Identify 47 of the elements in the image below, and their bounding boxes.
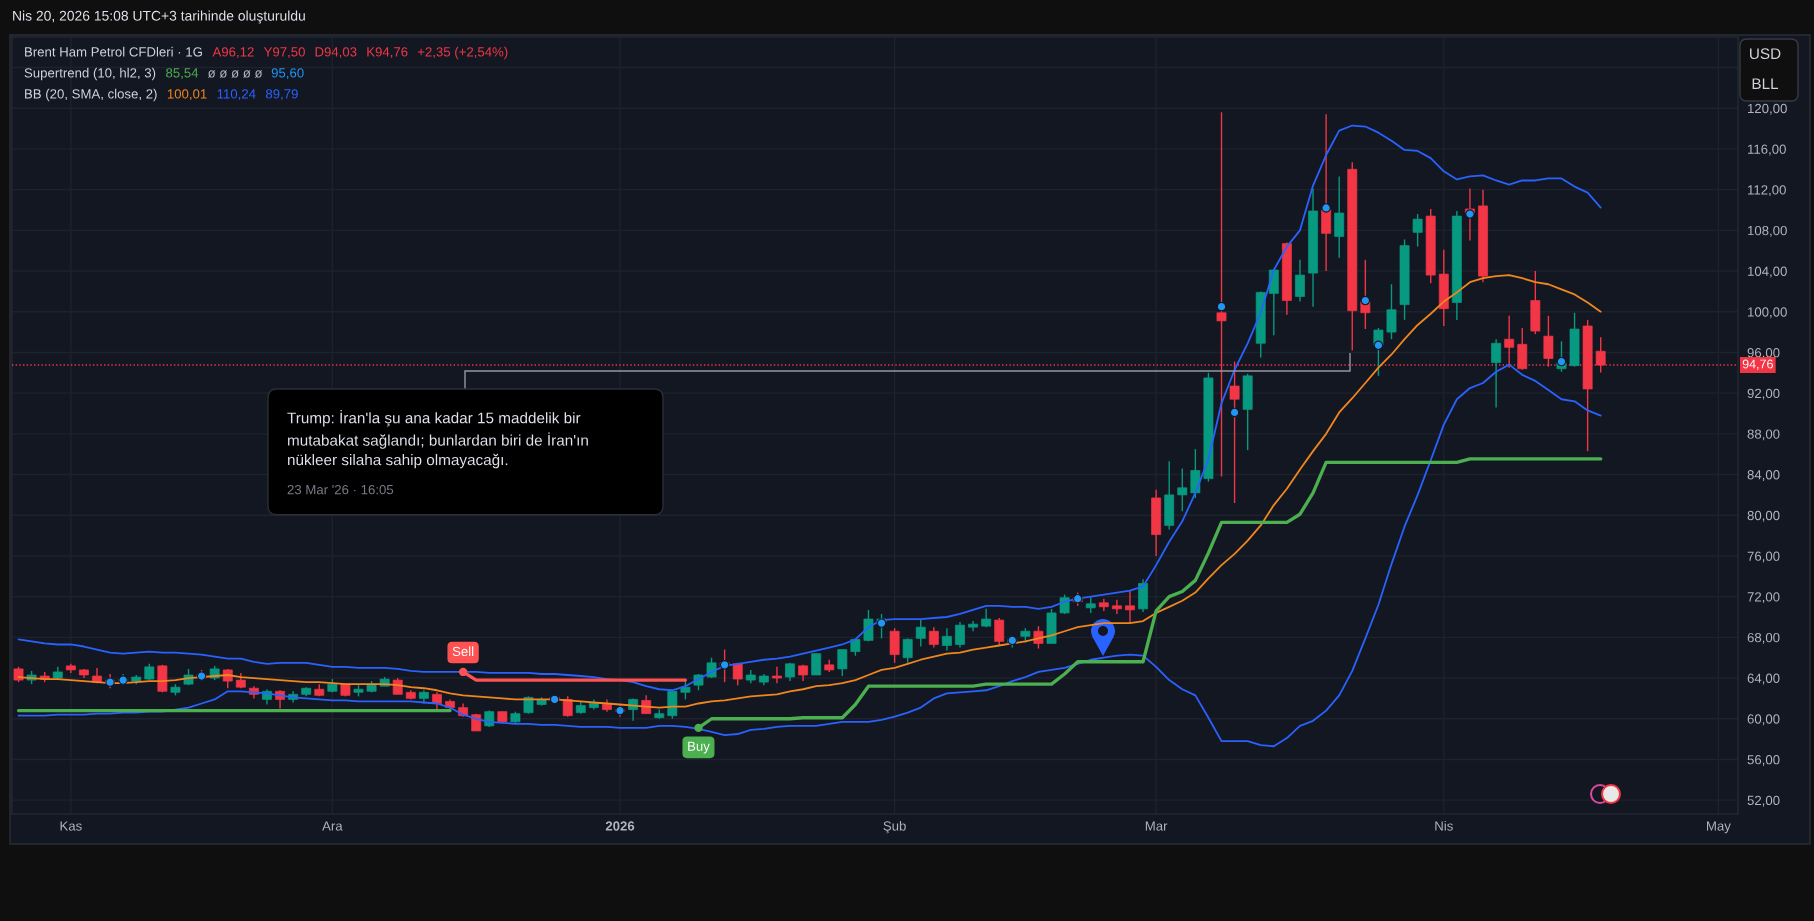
x-tick-label: Mar <box>1145 821 1168 831</box>
y-tick-label: 52,00 <box>1747 795 1780 807</box>
annotation: Trump: İran'la şu ana kadar 15 maddelik bir mutabakat sağlandı; bunlardan biri de İran'ın nükleer silaha sahip olmayacağı. <box>287 410 588 469</box>
x-tick-label: May <box>1707 821 1731 834</box>
y-tick-label: 76,00 <box>1747 551 1780 563</box>
y-tick-label: 112,00 <box>1748 185 1786 197</box>
annotation: 95,60 <box>271 68 304 80</box>
annotation: 89,79 <box>265 89 298 101</box>
x-tick-label: Nis <box>1435 820 1453 831</box>
x-tick-label: Şub <box>883 820 906 834</box>
annotation: BB (20, SMA, close, 2) <box>25 88 157 102</box>
y-tick-label: 120,00 <box>1748 103 1787 115</box>
y-tick-label: 72,00 <box>1747 592 1780 604</box>
y-tick-label: 108,00 <box>1748 225 1787 237</box>
text: BLL <box>1752 78 1779 89</box>
annotation: 100,01 <box>167 89 207 101</box>
text: USD <box>1750 48 1781 60</box>
annotation: 85,54 <box>166 68 199 80</box>
data-label: Sell <box>452 646 474 657</box>
y-tick-label: 56,00 <box>1747 755 1780 766</box>
y-tick-label: 84,00 <box>1747 470 1780 482</box>
y-tick-label: 104,00 <box>1748 266 1787 278</box>
y-tick-label: 96,00 <box>1747 348 1780 359</box>
x-tick-label: Kas <box>60 821 82 831</box>
y-tick-label: 100,00 <box>1748 307 1787 319</box>
annotation: D94,03 <box>315 47 357 59</box>
ref-line-label: 94,76 <box>1742 359 1773 370</box>
y-tick-label: 116,00 <box>1748 144 1786 156</box>
annotation: K94,76 <box>367 47 408 59</box>
y-tick-label: 92,00 <box>1747 388 1780 400</box>
y-tick-label: 64,00 <box>1747 673 1780 685</box>
y-tick-label: 68,00 <box>1747 632 1780 644</box>
annotation: ø ø ø ø ø <box>207 70 263 78</box>
annotation: A96,12 <box>212 47 254 59</box>
data-label: Buy <box>688 741 710 754</box>
annotation: Supertrend (10, hl2, 3) <box>24 67 156 81</box>
annotation: 110,24 <box>217 89 256 101</box>
x-tick-label: 2026 <box>605 821 635 831</box>
x-tick-label: Ara <box>322 821 343 831</box>
y-tick-label: 60,00 <box>1747 714 1780 726</box>
annotation: +2,35 (+2,54%) <box>417 46 508 60</box>
chart-title: Nis 20, 2026 15:08 UTC+3 tarihinde oluşturuldu <box>13 10 305 24</box>
y-tick-label: 88,00 <box>1747 429 1780 441</box>
annotation: Y97,50 <box>263 47 305 59</box>
annotation: 23 Mar '26 · 16:05 <box>287 484 394 495</box>
y-tick-label: 80,00 <box>1747 510 1780 522</box>
annotation: Brent Ham Petrol CFDleri · 1G <box>25 46 202 57</box>
